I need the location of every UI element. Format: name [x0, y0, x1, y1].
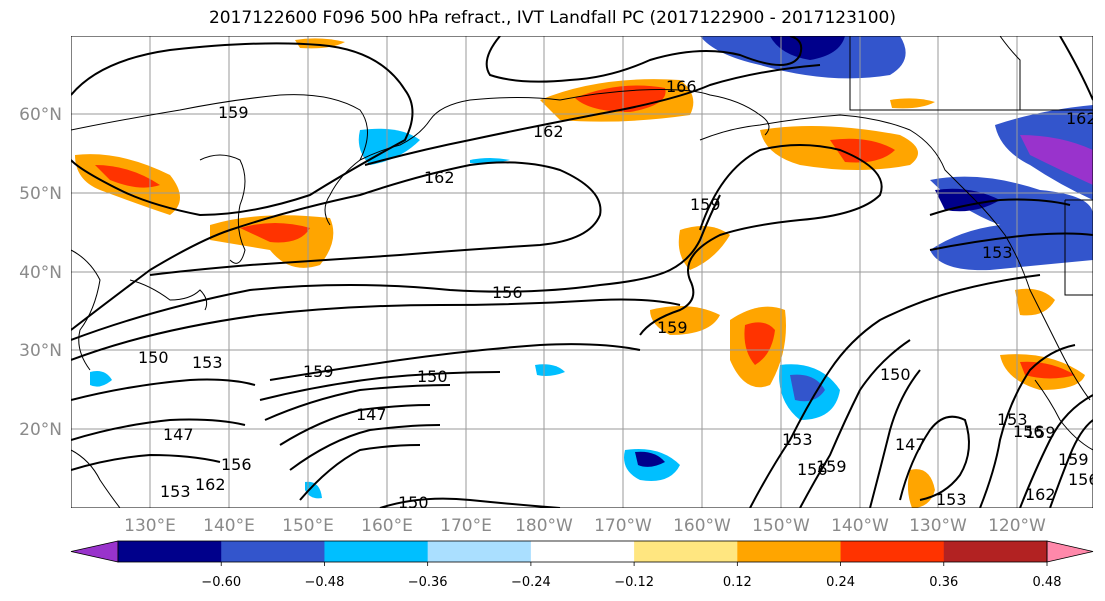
colorbar-outline — [117, 540, 1048, 563]
lat-label: 20°N — [19, 420, 62, 440]
contour-label: 162 — [424, 168, 455, 187]
contour-label: 153 — [160, 482, 191, 501]
contour-label: 147 — [356, 405, 387, 424]
coastlines — [71, 36, 1093, 508]
colorbar-segment — [634, 541, 738, 562]
negative-shading — [90, 36, 1093, 499]
lon-label: 120°W — [988, 516, 1046, 536]
colorbar-tick-label: −0.48 — [305, 575, 345, 590]
contour-label: 166 — [666, 77, 697, 96]
contour-label: 147 — [163, 425, 194, 444]
contour-label: 156 — [1068, 470, 1099, 489]
contour-label: 162 — [1066, 109, 1097, 128]
contour-label: 159 — [657, 318, 688, 337]
colorbar-segment — [427, 541, 532, 562]
lon-label: 130°E — [124, 516, 176, 536]
colorbar-segment — [221, 541, 325, 562]
latitude-labels: 60°N 50°N 40°N 30°N 20°N — [19, 105, 62, 440]
colorbar-tick-label: 0.24 — [826, 575, 855, 590]
colorbar-tick-label: −0.36 — [408, 575, 448, 590]
colorbar-segment — [324, 541, 429, 562]
lat-label: 30°N — [19, 341, 62, 361]
lon-label: 140°E — [203, 516, 255, 536]
colorbar: −0.60 −0.48 −0.36 −0.24 −0.12 0.12 0.24 0.36 0.4… — [70, 540, 1094, 590]
colorbar-segment — [840, 541, 945, 562]
contour-label: 153 — [936, 490, 967, 509]
contour-label: 156 — [492, 283, 523, 302]
colorbar-tick-label: 0.36 — [929, 575, 958, 590]
colorbar-segment — [737, 541, 842, 562]
map-title: 2017122600 F096 500 hPa refract., IVT La… — [208, 8, 896, 28]
lat-label: 60°N — [19, 105, 62, 125]
lon-label: 160°E — [361, 516, 413, 536]
colorbar-segment — [943, 541, 1048, 562]
contour-label: 159 — [303, 362, 334, 381]
contour-label: 153 — [192, 353, 223, 372]
contour-label: 162 — [195, 475, 226, 494]
contour-label: 159 — [690, 195, 721, 214]
contour-label: 159 — [1025, 423, 1056, 442]
lon-label: 170°E — [440, 516, 492, 536]
contour-label: 153 — [982, 243, 1013, 262]
contour-label: 150 — [880, 365, 911, 384]
contour-label: 150 — [398, 493, 429, 512]
lon-label: 160°W — [673, 516, 731, 536]
map-panel: 159 162 166 162 159 162 153 156 159 150 … — [71, 36, 1099, 512]
contour-label-group: 159 162 166 162 159 162 153 156 159 150 … — [138, 77, 1099, 512]
graticule — [71, 36, 1093, 508]
lon-label: 180°W — [515, 516, 573, 536]
contour-label: 156 — [797, 460, 828, 479]
lon-label: 170°W — [594, 516, 652, 536]
colorbar-extend-low — [70, 540, 119, 563]
contour-label: 159 — [1058, 450, 1089, 469]
contour-label: 150 — [417, 367, 448, 386]
lat-label: 50°N — [19, 184, 62, 204]
colorbar-tick-label: 0.12 — [723, 575, 752, 590]
colorbar-tick-label: −0.12 — [614, 575, 654, 590]
colorbar-extend-high — [1046, 540, 1094, 563]
lon-label: 130°W — [909, 516, 967, 536]
contour-label: 150 — [138, 348, 169, 367]
colorbar-segment — [530, 541, 635, 562]
colorbar-tick-label: −0.24 — [511, 575, 551, 590]
contour-label: 162 — [1025, 485, 1056, 504]
contour-lines — [71, 36, 1093, 508]
contour-label: 153 — [997, 410, 1028, 429]
contour-label: 147 — [895, 435, 926, 454]
contour-label: 153 — [782, 430, 813, 449]
contour-label: 162 — [533, 122, 564, 141]
contour-label: 156 — [221, 455, 252, 474]
lon-label: 150°W — [752, 516, 810, 536]
lat-label: 40°N — [19, 263, 62, 283]
contour-label: 159 — [218, 103, 249, 122]
colorbar-segment — [118, 541, 222, 562]
lon-label: 150°E — [282, 516, 334, 536]
colorbar-tick-label: 0.48 — [1033, 575, 1062, 590]
lon-label: 140°W — [831, 516, 889, 536]
contour-label: 159 — [816, 457, 847, 476]
longitude-labels: 130°E 140°E 150°E 160°E 170°E 180°W 170°… — [124, 516, 1046, 536]
colorbar-tick-label: −0.60 — [201, 575, 241, 590]
contour-label: 156 — [1013, 422, 1044, 441]
